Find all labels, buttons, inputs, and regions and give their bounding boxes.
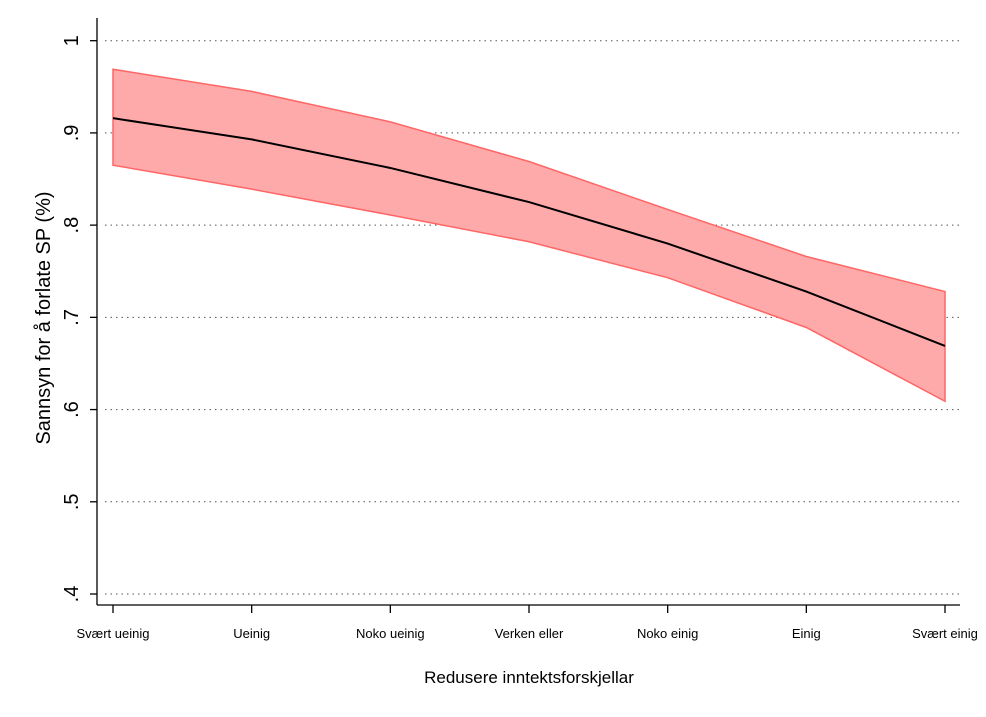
y-tick-label: .8 <box>61 217 83 234</box>
x-tick-label: Verken eller <box>495 626 564 641</box>
y-tick-label: .7 <box>61 309 83 326</box>
x-tick-label: Noko ueinig <box>356 626 425 641</box>
prediction-line <box>112 117 946 347</box>
x-tick-label: Svært einig <box>912 626 978 641</box>
x-tick-label: Einig <box>792 626 821 641</box>
x-tick-label: Ueinig <box>233 626 270 641</box>
y-tick-label: .6 <box>61 401 83 418</box>
x-tick-label: Svært ueinig <box>77 626 150 641</box>
x-tick-label: Noko einig <box>637 626 698 641</box>
y-tick-label: .4 <box>61 586 83 603</box>
confidence-band <box>112 68 946 403</box>
y-axis-label: Sannsyn for å forlate SP (%) <box>33 191 55 444</box>
x-axis-label: Redusere inntektsforskjellar <box>424 668 634 687</box>
y-tick-label: .5 <box>61 493 83 510</box>
y-tick-label: .9 <box>61 125 83 142</box>
y-tick-label: 1 <box>61 35 83 46</box>
